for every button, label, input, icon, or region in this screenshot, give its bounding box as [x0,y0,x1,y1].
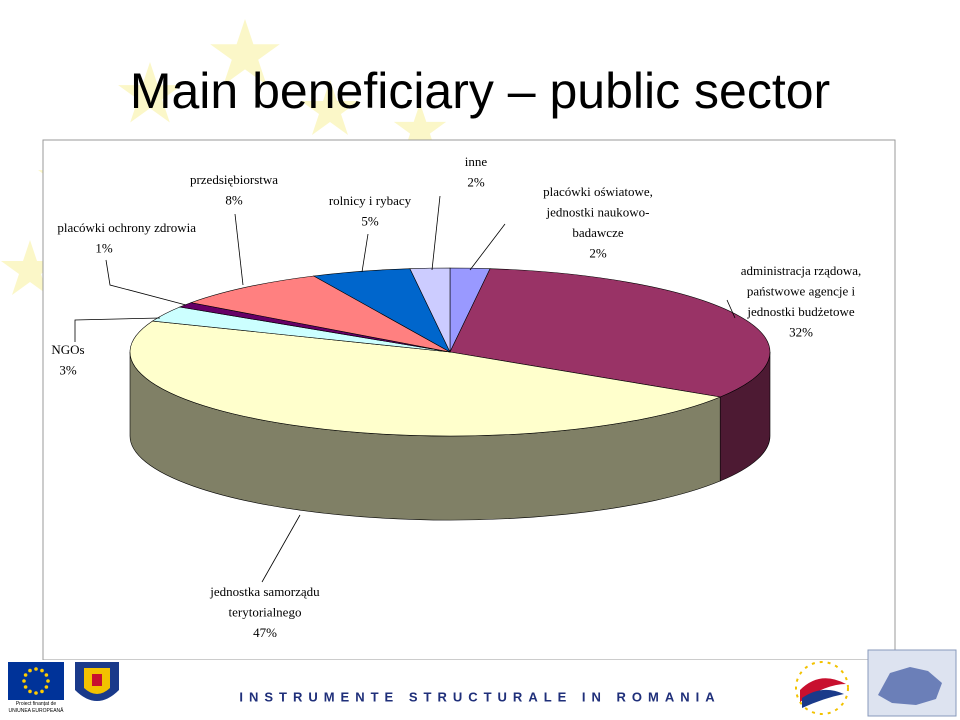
slice [129,320,722,437]
eu-star [40,668,44,673]
eu-star [23,673,28,677]
data-label: administracja rządowa, [741,263,862,278]
data-label: jednostka samorządu [209,584,320,599]
slice [409,267,451,353]
pie-chart: placówki oświatowe, jednostki naukowo-bad… [51,154,861,640]
data-label: jednostki naukowo- [546,204,650,219]
value-label: 2% [589,245,607,260]
eu-star [34,667,38,671]
eu-star [28,668,32,673]
eu-star [40,689,44,694]
leader-line [105,259,187,306]
data-label: terytorialnego [229,604,302,619]
slice [449,268,771,398]
value-label: 2% [467,174,485,189]
data-label: placówki oświatowe, [543,184,653,199]
leader-line [234,213,244,286]
leader-line [726,299,736,319]
leader-line [261,514,301,583]
eu-logo: Proiect finanțat de UNIUNEA EUROPEANĂ [8,662,64,714]
romania-coat-of-arms [75,662,119,701]
eu-note: UNIUNEA EUROPEANĂ [8,707,64,714]
structural-instruments-logo [795,661,849,715]
eu-star [44,685,49,689]
data-label: NGOs [51,342,84,357]
leader-line [361,233,369,273]
footer-text: INSTRUMENTE STRUCTURALE IN ROMANIA [239,689,720,704]
value-label: 1% [95,240,113,255]
leader-line [74,317,161,342]
value-label: 47% [253,625,277,640]
value-label: 5% [361,213,379,228]
data-label: inne [465,154,488,169]
data-label: państwowe agencje i [747,283,856,298]
value-label: 32% [789,324,813,339]
eu-star [28,689,32,694]
eu-star [22,679,26,683]
leader-line [469,223,506,271]
eu-star [44,673,49,677]
slice [189,275,451,353]
eu-star [23,685,28,689]
romania-map-logo [867,649,957,717]
data-label: placówki ochrony zdrowia [57,220,196,235]
data-label: przedsiębiorstwa [190,172,278,187]
data-label: rolnicy i rybacy [329,193,412,208]
eu-star [34,691,38,695]
value-label: 8% [225,192,243,207]
eu-star [46,679,50,683]
leader-line [431,195,441,271]
value-label: 3% [59,362,77,377]
title: Main beneficiary – public sector [130,63,830,119]
data-label: badawcze [572,225,623,240]
eu-note: Proiect finanțat de [16,701,57,707]
data-label: jednostki budżetowe [746,304,854,319]
